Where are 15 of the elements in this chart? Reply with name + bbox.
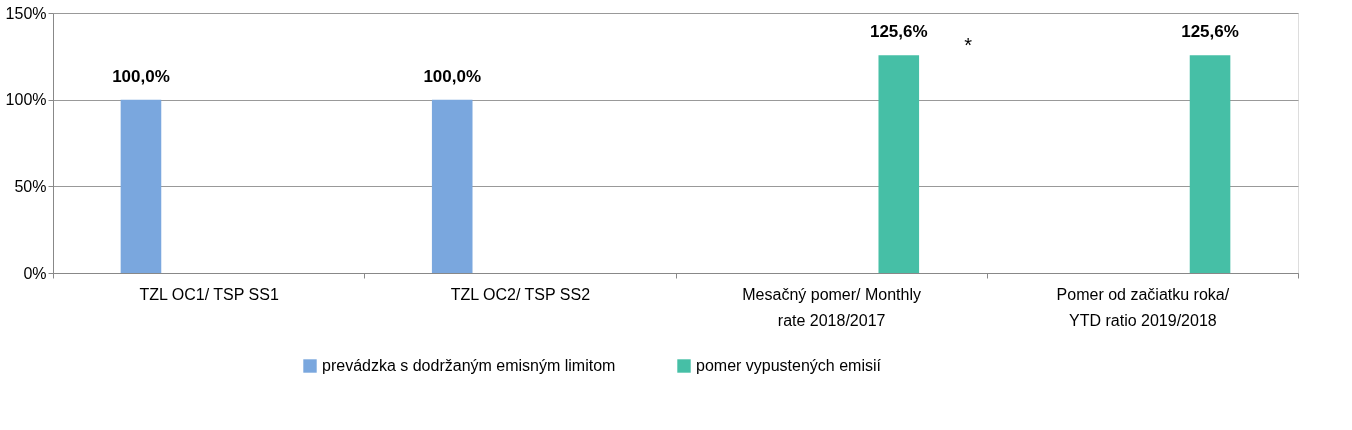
data-label: 100,0% (112, 66, 170, 86)
annotation: * (964, 33, 973, 56)
y-tick-label: 100% (5, 91, 47, 109)
x-tick-label: Pomer od začiatku roka/ YTD ratio 2019/2018 (1056, 285, 1230, 329)
y-tick-label: 50% (14, 177, 47, 195)
legend-label: pomer vypustených emisií (696, 357, 882, 374)
x-tick-label: TZL OC2/ TSP SS2 (450, 285, 591, 303)
data-label: 100,0% (423, 66, 482, 86)
x-tick-label: TZL OC1/ TSP SS1 (139, 285, 279, 303)
x-tick-label: Mesačný pomer/ Monthly rate 2018/2017 (742, 285, 921, 329)
legend-label: prevádzka s dodržaným emisným limitom (322, 357, 616, 374)
data-label: 125,6% (1181, 22, 1239, 42)
y-tick-label: 150% (5, 4, 47, 22)
y-tick-label: 0% (23, 264, 47, 282)
data-label: 125,6% (869, 22, 928, 42)
